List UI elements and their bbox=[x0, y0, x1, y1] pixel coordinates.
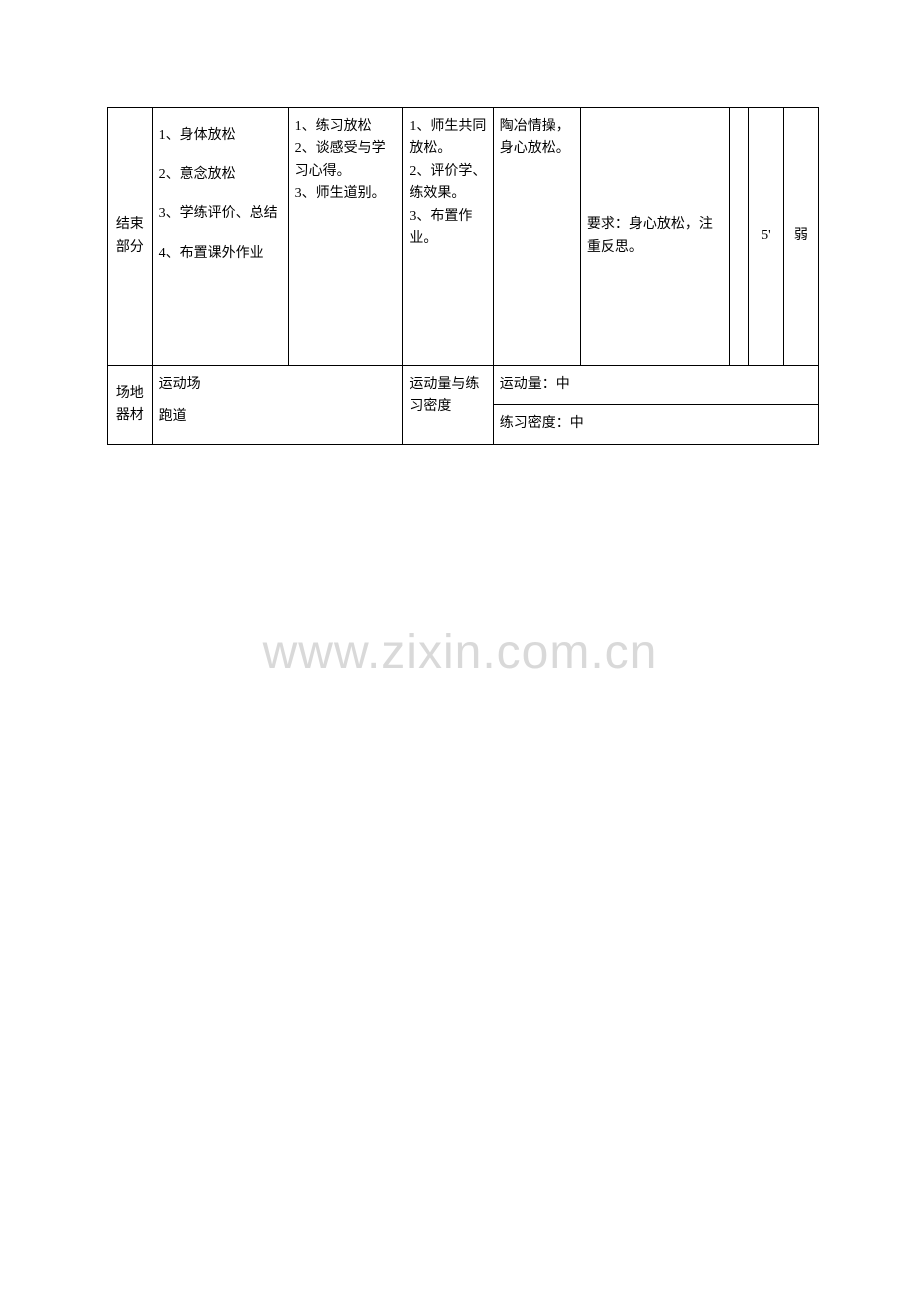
intensity-text: 弱 bbox=[794, 228, 808, 243]
col4-text: 陶冶情操，身心放松。 bbox=[500, 119, 570, 156]
amount-label: 运动量与练习密度 bbox=[409, 377, 479, 414]
amount-value-cell-1: 运动量：中 bbox=[493, 366, 818, 405]
list-item: 2、意念放松 bbox=[159, 155, 282, 194]
col5-text: 要求：身心放松，注重反思。 bbox=[587, 217, 713, 254]
amount-label-cell: 运动量与练习密度 bbox=[403, 366, 493, 445]
content-col-1: 1、身体放松 2、意念放松 3、学练评价、总结 4、布置课外作业 bbox=[152, 108, 288, 366]
venue-label-cell: 场地 器材 bbox=[108, 366, 153, 445]
content-col-5: 要求：身心放松，注重反思。 bbox=[580, 108, 729, 366]
list-item: 3、师生道别。 bbox=[295, 183, 397, 205]
content-col-3: 1、师生共同放松。 2、评价学、练效果。 3、布置作业。 bbox=[403, 108, 493, 366]
list-item: 1、身体放松 bbox=[159, 116, 282, 155]
table-row-conclusion: 结束部分 1、身体放松 2、意念放松 3、学练评价、总结 4、布置课外作业 1、… bbox=[108, 108, 819, 366]
venue-value-cell: 运动场 跑道 bbox=[152, 366, 403, 445]
list-item: 1、练习放松 bbox=[295, 116, 397, 138]
list-item: 3、布置作业。 bbox=[409, 206, 486, 251]
content-col-4: 陶冶情操，身心放松。 bbox=[493, 108, 580, 366]
venue-label-2: 器材 bbox=[114, 405, 146, 427]
list-item: 2、评价学、练效果。 bbox=[409, 161, 486, 206]
time-text: 5' bbox=[761, 228, 771, 243]
empty-col bbox=[729, 108, 748, 366]
section-label: 结束部分 bbox=[108, 108, 153, 366]
lesson-plan-table: 结束部分 1、身体放松 2、意念放松 3、学练评价、总结 4、布置课外作业 1、… bbox=[107, 107, 819, 445]
table: 结束部分 1、身体放松 2、意念放松 3、学练评价、总结 4、布置课外作业 1、… bbox=[107, 107, 819, 445]
amount-value-cell-2: 练习密度：中 bbox=[493, 405, 818, 444]
amount-value-2: 练习密度：中 bbox=[500, 416, 584, 431]
list-item: 4、布置课外作业 bbox=[159, 234, 282, 273]
list-item: 2、谈感受与学习心得。 bbox=[295, 138, 397, 183]
amount-value-1: 运动量：中 bbox=[500, 377, 570, 392]
list-item: 1、师生共同放松。 bbox=[409, 116, 486, 161]
time-col: 5' bbox=[748, 108, 783, 366]
section-text: 结束部分 bbox=[116, 217, 144, 254]
list-item: 3、学练评价、总结 bbox=[159, 194, 282, 233]
venue-value-1: 运动场 bbox=[159, 374, 397, 396]
venue-value-2: 跑道 bbox=[159, 406, 397, 428]
intensity-col: 弱 bbox=[783, 108, 818, 366]
table-row-venue: 场地 器材 运动场 跑道 运动量与练习密度 运动量：中 bbox=[108, 366, 819, 405]
watermark-text: www.zixin.com.cn bbox=[263, 625, 658, 680]
venue-label-1: 场地 bbox=[114, 383, 146, 405]
content-col-2: 1、练习放松 2、谈感受与学习心得。 3、师生道别。 bbox=[288, 108, 403, 366]
